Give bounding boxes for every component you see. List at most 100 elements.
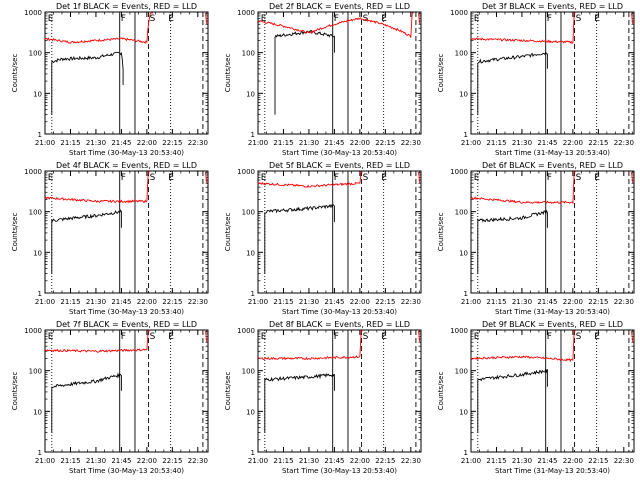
x-tick-label: 21:00 — [35, 139, 55, 147]
y-axis-label: Counts/sec — [437, 213, 445, 252]
series-lld-line — [257, 330, 421, 361]
plot-frame — [257, 11, 422, 135]
plot-frame — [470, 170, 635, 294]
x-axis-label: Start Time (30-May-13 20:53:40) — [282, 149, 397, 157]
marker-letter: E — [168, 332, 174, 342]
x-tick-label: 21:15 — [60, 457, 80, 465]
series-lld-line — [257, 12, 421, 38]
x-tick-label: 22:15 — [588, 139, 608, 147]
x-tick-label: 22:15 — [162, 139, 182, 147]
panel-title: Det 6f BLACK = Events, RED = LLD — [482, 161, 623, 170]
x-tick-label: 21:45 — [324, 457, 344, 465]
marker-letter: F — [334, 173, 339, 183]
marker-letter: E — [381, 173, 387, 183]
x-tick-label: 21:30 — [512, 298, 532, 306]
y-tick-label: 100 — [455, 50, 468, 58]
x-tick-label: 21:45 — [537, 139, 557, 147]
x-tick-label: 22:15 — [162, 298, 182, 306]
x-tick-label: 22:00 — [563, 298, 583, 306]
x-tick-label: 21:15 — [486, 298, 506, 306]
x-tick-label: 22:30 — [614, 139, 634, 147]
y-tick-label: 100 — [29, 50, 42, 58]
panel-8: Det 8f BLACK = Events, RED = LLD 1 10 100 10… — [224, 320, 422, 475]
y-tick-label: 10 — [246, 90, 255, 98]
marker-letter: S — [150, 14, 156, 24]
panel-title: Det 3f BLACK = Events, RED = LLD — [482, 2, 623, 11]
plot-frame — [44, 170, 209, 294]
y-axis-label: Counts/sec — [11, 54, 19, 93]
marker-letter: S — [363, 173, 369, 183]
y-tick-label: 10 — [33, 408, 42, 416]
marker-letter: F — [121, 332, 126, 342]
panel-6: Det 6f BLACK = Events, RED = LLD 1 10 100 10… — [437, 161, 635, 316]
x-tick-label: 22:30 — [401, 298, 421, 306]
plot-frame — [257, 170, 422, 294]
y-axis-label: Counts/sec — [437, 372, 445, 411]
marker-letter: F — [547, 332, 552, 342]
x-tick-label: 22:30 — [614, 457, 634, 465]
series-events-line — [264, 203, 335, 274]
y-tick-label: 1 — [464, 290, 468, 298]
x-tick-label: 21:45 — [537, 298, 557, 306]
marker-letter: E — [261, 14, 267, 24]
marker-letter: E — [48, 14, 54, 24]
series-events-line — [51, 372, 122, 433]
panel-2: Det 2f BLACK = Events, RED = LLD 1 10 100 10… — [224, 2, 422, 157]
marker-letter: E — [48, 332, 54, 342]
marker-letter: E — [261, 332, 267, 342]
y-tick-label: 10 — [246, 408, 255, 416]
y-tick-label: 100 — [29, 209, 42, 217]
marker-letter: F — [121, 173, 126, 183]
x-tick-label: 21:30 — [299, 298, 319, 306]
x-axis-label: Start Time (30-May-13 20:53:40) — [282, 308, 397, 316]
marker-letter: E — [594, 14, 600, 24]
x-tick-label: 21:45 — [111, 457, 131, 465]
series-events-line — [51, 51, 124, 115]
series-lld-line — [44, 171, 208, 204]
panel-7: Det 7f BLACK = Events, RED = LLD 1 10 100 10… — [11, 320, 209, 475]
x-tick-label: 21:15 — [486, 139, 506, 147]
panel-title: Det 7f BLACK = Events, RED = LLD — [56, 320, 197, 329]
y-tick-label: 1 — [464, 449, 468, 457]
marker-letter: E — [261, 173, 267, 183]
x-axis-label: Start Time (30-May-13 20:53:40) — [69, 467, 184, 475]
marker-letter: F — [334, 332, 339, 342]
plot-frame — [44, 11, 209, 135]
x-tick-label: 22:15 — [162, 457, 182, 465]
x-tick-label: 21:15 — [273, 298, 293, 306]
y-tick-label: 1000 — [237, 327, 255, 335]
x-tick-label: 21:45 — [111, 139, 131, 147]
x-tick-label: 22:15 — [588, 457, 608, 465]
series-lld-line — [470, 171, 634, 205]
panel-1: Det 1f BLACK = Events, RED = LLD 1 10 100 10… — [11, 2, 209, 157]
y-tick-label: 1000 — [450, 168, 468, 176]
marker-letter: E — [474, 173, 480, 183]
series-lld-line — [257, 171, 421, 188]
x-axis-label: Start Time (30-May-13 20:53:40) — [69, 308, 184, 316]
y-tick-label: 1000 — [450, 327, 468, 335]
x-tick-label: 21:30 — [299, 139, 319, 147]
panel-title: Det 8f BLACK = Events, RED = LLD — [269, 320, 410, 329]
marker-letter: S — [150, 332, 156, 342]
marker-letter: S — [576, 14, 582, 24]
marker-letter: S — [576, 332, 582, 342]
y-tick-label: 100 — [242, 50, 255, 58]
y-axis-label: Counts/sec — [11, 372, 19, 411]
y-tick-label: 1 — [251, 131, 255, 139]
x-tick-label: 21:30 — [512, 457, 532, 465]
x-tick-label: 21:45 — [324, 139, 344, 147]
y-tick-label: 10 — [459, 249, 468, 257]
y-tick-label: 100 — [455, 368, 468, 376]
panel-3: Det 3f BLACK = Events, RED = LLD 1 10 100 10… — [437, 2, 635, 157]
x-axis-label: Start Time (30-May-13 20:53:40) — [282, 467, 397, 475]
series-events-line — [477, 209, 548, 274]
marker-letter: F — [334, 14, 339, 24]
x-tick-label: 21:30 — [299, 457, 319, 465]
x-tick-label: 21:00 — [461, 457, 481, 465]
panel-title: Det 5f BLACK = Events, RED = LLD — [269, 161, 410, 170]
x-tick-label: 21:15 — [60, 139, 80, 147]
plot-frame — [470, 329, 635, 453]
marker-letter: E — [474, 14, 480, 24]
marker-letter: E — [381, 14, 387, 24]
y-tick-label: 100 — [455, 209, 468, 217]
